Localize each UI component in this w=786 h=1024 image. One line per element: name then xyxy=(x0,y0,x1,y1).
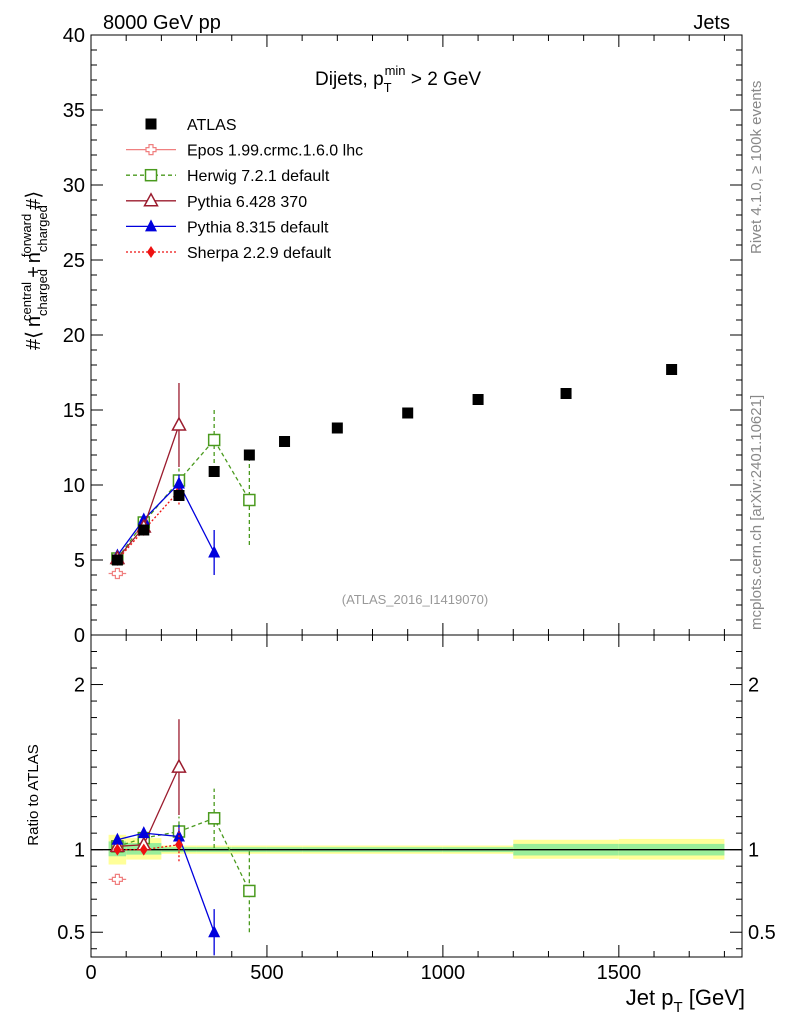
data-point xyxy=(208,545,221,558)
ratio-ytick-label: 2 xyxy=(74,675,85,697)
data-point xyxy=(111,567,123,580)
ratio-series-line xyxy=(117,832,215,933)
legend-marker xyxy=(145,219,157,232)
data-point xyxy=(138,524,150,536)
ratio-series-sherpa xyxy=(113,828,183,862)
x-tick-label: 0 xyxy=(85,962,96,984)
series-pythia xyxy=(111,474,221,575)
ratio-data-point xyxy=(113,843,122,856)
ratio-ytick-label-right: 1 xyxy=(748,840,759,862)
main-ytick-label: 15 xyxy=(63,400,85,422)
ratio-axes: 0.5 0.5 1 1 2 2 0 500 1000 1500 xyxy=(57,634,776,984)
legend-item: Pythia 6.428 370 xyxy=(126,192,307,211)
main-ytick-label: 35 xyxy=(63,100,85,122)
ratio-data-point xyxy=(207,812,221,825)
svg-text:#⟨nchargedcentral+nchargedforw: #⟨nchargedcentral+nchargedforward#⟩ xyxy=(19,191,50,350)
data-point xyxy=(173,490,185,501)
legend: ATLAS Epos 1.99.crmc.1.6.0 lhc Herwig 7.2.… xyxy=(126,117,363,262)
x-axis-label: Jet pT [GeV] xyxy=(626,985,745,1016)
data-point xyxy=(172,476,185,489)
ratio-series-line xyxy=(117,766,180,848)
legend-label: Pythia 8.315 default xyxy=(187,219,329,236)
data-point xyxy=(171,416,187,431)
main-ytick-label: 30 xyxy=(63,175,85,197)
ratio-ytick-label: 0.5 xyxy=(57,922,85,944)
data-point xyxy=(402,407,414,419)
legend-marker xyxy=(147,246,155,258)
series-epos xyxy=(108,567,127,580)
legend-item: Sherpa 2.2.9 default xyxy=(126,245,332,262)
legend-marker xyxy=(143,192,159,207)
x-tick-label: 500 xyxy=(250,962,283,984)
header-right: Jets xyxy=(693,12,730,34)
data-point xyxy=(243,493,256,507)
ratio-data-point xyxy=(208,925,221,938)
x-tick-label: 1000 xyxy=(421,962,466,984)
ratio-data-point xyxy=(171,758,187,773)
legend-marker xyxy=(145,118,157,130)
data-point xyxy=(208,466,220,477)
data-point xyxy=(207,433,221,447)
legend-label: Pythia 6.428 370 xyxy=(187,194,307,211)
analysis-watermark: (ATLAS_2016_I1419070) xyxy=(342,592,488,607)
legend-marker xyxy=(145,144,157,156)
main-series xyxy=(108,364,678,580)
data-point xyxy=(243,449,255,461)
legend-item: Epos 1.99.crmc.1.6.0 lhc xyxy=(126,143,363,160)
data-point xyxy=(279,436,291,447)
data-point xyxy=(111,554,123,566)
ratio-data-point xyxy=(243,884,256,898)
main-ytick-label: 40 xyxy=(63,25,85,47)
data-point xyxy=(560,388,572,399)
mcplots-label: mcplots.cern.ch [arXiv:2401.10621] xyxy=(748,395,765,630)
legend-label: Epos 1.99.crmc.1.6.0 lhc xyxy=(187,143,363,160)
main-ytick-label: 25 xyxy=(63,250,85,272)
main-ytick-label: 5 xyxy=(74,550,85,572)
legend-marker xyxy=(144,168,158,182)
ratio-series xyxy=(108,719,256,956)
header-left: 8000 GeV pp xyxy=(103,12,221,34)
ratio-ytick-label-right: 0.5 xyxy=(748,922,776,944)
ratio-data-point xyxy=(137,826,150,839)
ratio-data-point xyxy=(139,843,148,856)
ratio-ytick-label: 1 xyxy=(74,840,85,862)
series-line xyxy=(116,482,215,556)
data-point xyxy=(331,422,343,434)
ratio-ytick-label-right: 2 xyxy=(748,675,759,697)
ratio-series-line xyxy=(117,844,180,851)
main-axes: 0 5 10 15 20 25 30 35 40 xyxy=(63,25,743,647)
main-ytick-label: 20 xyxy=(63,325,85,347)
main-ylabel: #⟨nchargedcentral+nchargedforward#⟩ xyxy=(19,191,50,350)
data-point xyxy=(666,364,678,375)
ratio-ylabel: Ratio to ATLAS xyxy=(25,744,42,845)
legend-label: Sherpa 2.2.9 default xyxy=(187,245,332,262)
series-pythia xyxy=(109,383,187,565)
x-tick-label: 1500 xyxy=(597,962,642,984)
legend-label: ATLAS xyxy=(187,117,237,134)
series-line xyxy=(116,490,180,561)
series-atlas xyxy=(111,364,678,566)
data-point xyxy=(472,394,484,405)
ratio-data-point xyxy=(111,832,124,845)
ratio-series-herwig xyxy=(111,788,256,933)
ratio-frame xyxy=(90,634,743,958)
ratio-series-epos xyxy=(108,873,127,885)
main-ytick-label: 10 xyxy=(63,475,85,497)
legend-item: Herwig 7.2.1 default xyxy=(126,168,330,185)
main-ytick-label: 0 xyxy=(74,625,85,647)
ratio-data-point xyxy=(174,838,183,851)
legend-label: Herwig 7.2.1 default xyxy=(187,168,330,185)
rivet-label: Rivet 4.1.0, ≥ 100k events xyxy=(748,81,765,254)
main-title: Dijets, pTmin > 2 GeV xyxy=(315,63,481,95)
legend-item: Pythia 8.315 default xyxy=(126,219,329,236)
ratio-data-point xyxy=(111,873,123,885)
legend-item: ATLAS xyxy=(145,117,237,134)
